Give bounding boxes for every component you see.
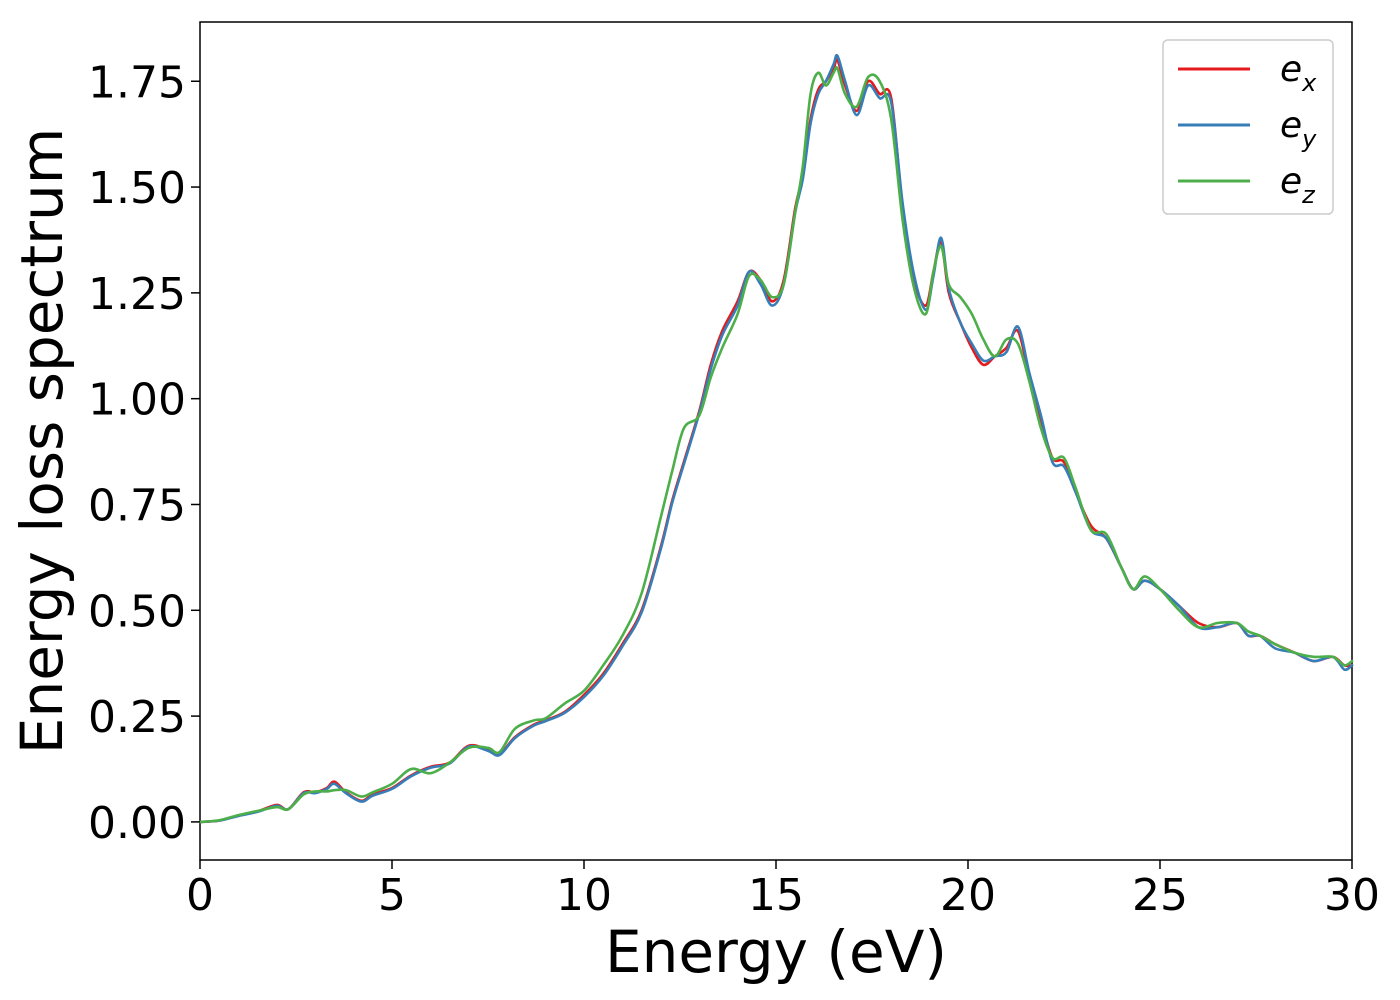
- x-axis: 0 5 10 15 20 25 30: [186, 860, 1380, 921]
- y-axis-title: Energy loss spectrum: [8, 128, 76, 754]
- y-tick-label: 1.75: [88, 57, 186, 108]
- x-tick-label: 25: [1132, 870, 1188, 921]
- x-tick-label: 30: [1324, 870, 1380, 921]
- x-tick-label: 5: [378, 870, 406, 921]
- x-tick-label: 20: [940, 870, 996, 921]
- legend-label-z: ez: [1280, 161, 1316, 209]
- y-tick-label: 1.50: [88, 163, 186, 214]
- y-tick-label: 1.00: [88, 375, 186, 426]
- x-axis-title: Energy (eV): [605, 918, 947, 986]
- series-line-z: [198, 66, 1354, 824]
- y-tick-label: 0.75: [88, 480, 186, 531]
- y-tick-label: 0.50: [88, 586, 186, 637]
- y-tick-label: 1.25: [88, 269, 186, 320]
- legend-box: [1162, 39, 1334, 215]
- legend-label-sub: y: [1301, 125, 1317, 153]
- legend-label-base: e: [1280, 49, 1302, 90]
- y-axis: 0.00 0.25 0.50 0.75 1.00 1.25 1.50 1.75: [88, 57, 200, 849]
- y-tick-label: 0.25: [88, 692, 186, 743]
- x-tick-label: 15: [748, 870, 804, 921]
- y-tick-label: 0.00: [88, 798, 186, 849]
- legend-label-x: ex: [1280, 49, 1317, 97]
- series-layer: [198, 53, 1354, 824]
- legend-label-sub: z: [1301, 181, 1316, 209]
- legend-label-base: e: [1280, 105, 1302, 146]
- legend-label-sub: x: [1301, 69, 1317, 97]
- legend-label-y: ey: [1280, 105, 1317, 153]
- x-tick-label: 0: [186, 870, 214, 921]
- legend-label-base: e: [1280, 161, 1302, 202]
- x-tick-label: 10: [556, 870, 612, 921]
